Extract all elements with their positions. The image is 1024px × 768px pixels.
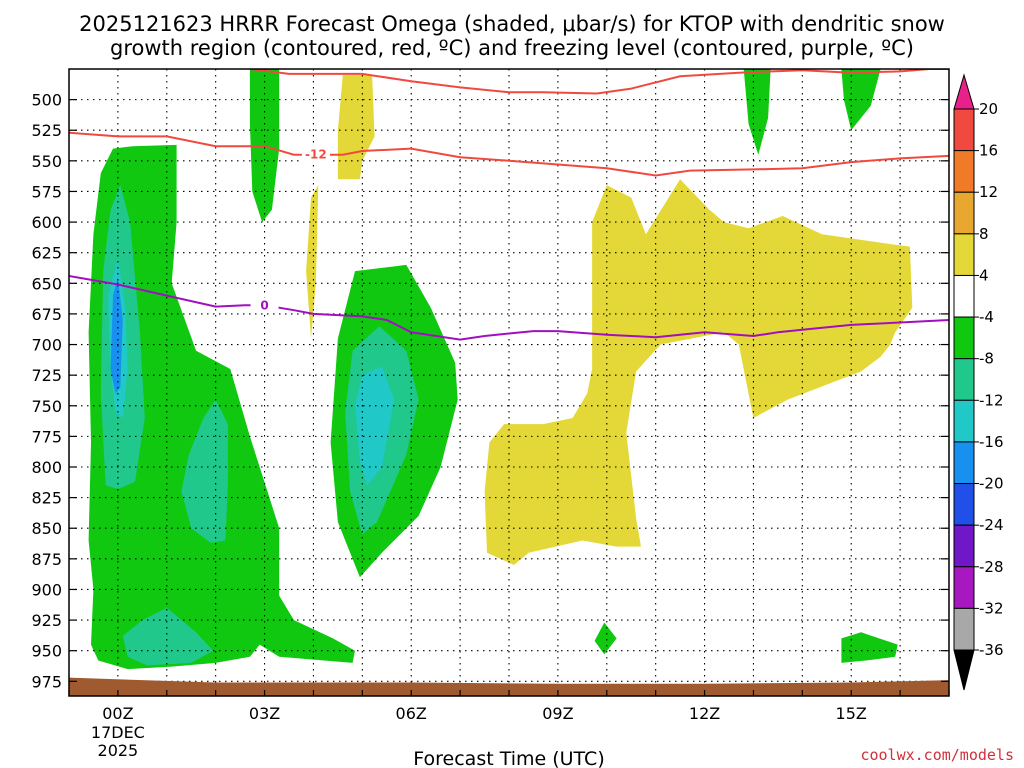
colorbar-swatch-9 <box>953 483 975 526</box>
y-tick-label-18: 950 <box>31 642 62 661</box>
x-tick-label-3: 09Z <box>542 704 573 723</box>
temperature-contours <box>69 69 949 341</box>
colorbar-swatch-2 <box>953 191 975 235</box>
omega-region-11 <box>743 69 771 155</box>
colorbar-swatch-11 <box>953 566 975 609</box>
omega-region-3 <box>122 607 214 666</box>
contour-label-2: 0 <box>260 298 268 312</box>
x-tick-label-2: 06Z <box>396 704 427 723</box>
colorbar-label-13: -36 <box>979 641 1004 659</box>
colorbar-label-4: 4 <box>979 266 989 284</box>
colorbar-label-3: 8 <box>979 225 989 243</box>
contour-label-0: -12 <box>305 148 327 162</box>
x-tick-sublabel-0-0: 17DEC <box>91 723 145 742</box>
x-axis-title: Forecast Time (UTC) <box>413 748 604 768</box>
credit-text: coolwx.com/models <box>860 746 1014 764</box>
contour-labels: -12 0 <box>250 146 330 313</box>
y-tick-label-8: 700 <box>31 336 62 355</box>
chart-title-line-1: 2025121623 HRRR Forecast Omega (shaded, … <box>79 12 945 36</box>
omega-region-16 <box>484 179 913 565</box>
colorbar-label-2: 12 <box>979 183 998 201</box>
y-tick-label-14: 850 <box>31 519 62 538</box>
y-tick-label-16: 900 <box>31 580 62 599</box>
omega-shading <box>88 69 913 670</box>
y-tick-label-10: 750 <box>31 397 62 416</box>
colorbar-swatch-0 <box>953 108 975 152</box>
grid <box>69 69 949 696</box>
colorbar-label-10: -24 <box>979 516 1004 534</box>
y-tick-label-19: 975 <box>31 672 62 691</box>
colorbar-swatch-7 <box>953 399 975 443</box>
colorbar-label-6: -8 <box>979 350 994 368</box>
colorbar-swatch-6 <box>953 358 975 401</box>
omega-region-15 <box>306 185 319 339</box>
colorbar-label-0: 20 <box>979 100 998 118</box>
y-tick-label-13: 825 <box>31 489 62 508</box>
omega-region-13 <box>841 632 898 663</box>
y-tick-label-4: 600 <box>31 213 62 232</box>
omega-region-9 <box>355 366 395 486</box>
y-tick-label-1: 525 <box>31 121 62 140</box>
y-tick-label-17: 925 <box>31 611 62 630</box>
contour-line-dendritic-1 <box>249 69 949 95</box>
colorbar-label-12: -32 <box>979 599 1004 617</box>
colorbar-label-5: -4 <box>979 308 994 326</box>
y-tick-label-0: 500 <box>31 91 62 110</box>
x-tick-label-0: 00Z <box>102 704 133 723</box>
y-tick-label-3: 575 <box>31 182 62 201</box>
y-tick-label-5: 625 <box>31 244 62 263</box>
y-tick-label-6: 650 <box>31 274 62 293</box>
colorbar-swatch-3 <box>953 233 975 276</box>
omega-region-0 <box>88 144 355 670</box>
colorbar-label-11: -28 <box>979 558 1004 576</box>
omega-region-5 <box>110 277 123 394</box>
y-tick-label-9: 725 <box>31 366 62 385</box>
x-tick-sublabel-0-1: 2025 <box>98 741 139 760</box>
terrain-fill <box>69 677 949 696</box>
x-tick-label-1: 03Z <box>249 704 280 723</box>
colorbar-label-8: -16 <box>979 433 1004 451</box>
colorbar-swatch-1 <box>953 150 975 193</box>
colorbar: 20 16 12 8 4 -4 -8 -12 -16 -20 -24 -28 -32 -36 <box>953 73 1004 691</box>
omega-region-10 <box>594 622 617 655</box>
y-tick-label-11: 775 <box>31 427 62 446</box>
y-tick-label-7: 675 <box>31 305 62 324</box>
y-tick-label-12: 800 <box>31 458 62 477</box>
y-tick-label-2: 550 <box>31 152 62 171</box>
colorbar-top-arrow <box>953 73 975 110</box>
contour-line-freezing-2 <box>69 275 949 341</box>
colorbar-bottom-arrow <box>953 649 975 691</box>
y-tick-label-15: 875 <box>31 550 62 569</box>
x-tick-label-4: 12Z <box>689 704 720 723</box>
colorbar-swatch-10 <box>953 524 975 568</box>
colorbar-label-7: -12 <box>979 391 1004 409</box>
contour-line-dendritic-0 <box>69 131 949 177</box>
terrain-shape <box>69 677 949 696</box>
colorbar-swatch-4 <box>953 274 975 318</box>
x-tick-label-5: 15Z <box>836 704 867 723</box>
chart-title-line-2: growth region (contoured, red, ºC) and f… <box>110 36 914 60</box>
contour-label-bg-0 <box>301 146 330 162</box>
colorbar-label-9: -20 <box>979 475 1004 493</box>
colorbar-label-1: 16 <box>979 142 998 160</box>
y-axis: 500 525 550 575 600 625 650 675 700 725 750 775 800 8… <box>31 91 949 691</box>
colorbar-swatch-8 <box>953 441 975 485</box>
contour-label-bg-2 <box>250 297 279 313</box>
colorbar-swatch-12 <box>953 607 975 651</box>
omega-region-2 <box>181 399 228 543</box>
colorbar-swatch-5 <box>953 316 975 360</box>
